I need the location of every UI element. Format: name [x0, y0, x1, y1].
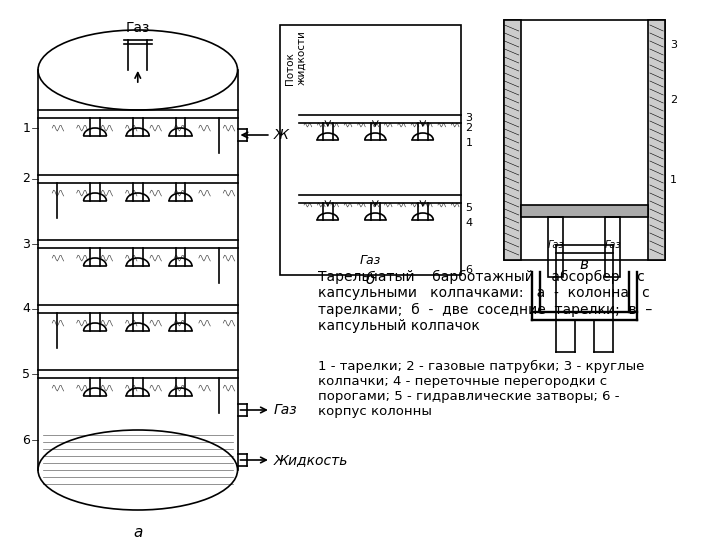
Text: Газ: Газ [274, 403, 297, 417]
Text: Поток
жидкости: Поток жидкости [285, 30, 307, 85]
Bar [503, 20, 665, 260]
Text: 2: 2 [670, 95, 677, 105]
Text: 4: 4 [466, 218, 473, 228]
Bar [548, 217, 564, 277]
Text: 3: 3 [466, 113, 472, 123]
Bar [280, 25, 461, 275]
Text: 2: 2 [466, 123, 473, 133]
Text: 6: 6 [466, 265, 472, 275]
Text: Жидкость: Жидкость [274, 453, 348, 467]
Text: а: а [133, 525, 143, 540]
Text: в: в [580, 257, 589, 272]
Bar [648, 20, 665, 260]
Text: 3: 3 [22, 238, 30, 251]
Bar [521, 205, 648, 217]
Text: 6: 6 [22, 434, 30, 447]
Text: 4: 4 [22, 302, 30, 315]
Text: 2: 2 [22, 172, 30, 186]
Text: Газ: Газ [360, 253, 381, 267]
Text: Газ: Газ [125, 21, 150, 35]
Text: Тарельчатый    барботажный    абсорбер    с
капсульными   колпачками:   а  -  ко: Тарельчатый барботажный абсорбер с капсу… [318, 270, 652, 333]
Text: 3: 3 [670, 40, 677, 50]
Text: 1: 1 [670, 175, 677, 185]
Text: 1 - тарелки; 2 - газовые патрубки; 3 - круглые
колпачки; 4 - переточные перегоро: 1 - тарелки; 2 - газовые патрубки; 3 - к… [318, 360, 644, 418]
Text: б: б [366, 272, 375, 287]
Text: Газ: Газ [548, 240, 564, 250]
Text: Ж: Ж [274, 128, 289, 142]
Text: 1: 1 [22, 122, 30, 134]
Text: 5: 5 [466, 203, 472, 213]
Bar [503, 20, 521, 260]
Text: 5: 5 [22, 368, 30, 381]
Bar [606, 217, 621, 277]
Text: 1: 1 [466, 138, 472, 148]
Text: Газ: Газ [605, 240, 621, 250]
